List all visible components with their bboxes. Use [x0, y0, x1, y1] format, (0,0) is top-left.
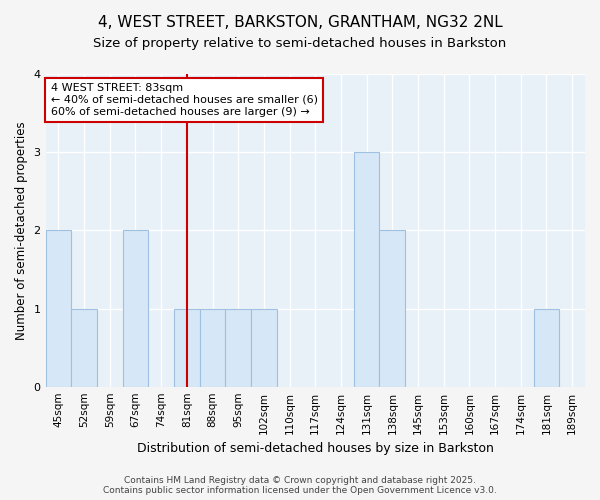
Text: Contains HM Land Registry data © Crown copyright and database right 2025.
Contai: Contains HM Land Registry data © Crown c… [103, 476, 497, 495]
Bar [122, 230, 148, 386]
Bar [354, 152, 379, 386]
Bar [200, 308, 226, 386]
Y-axis label: Number of semi-detached properties: Number of semi-detached properties [15, 121, 28, 340]
Text: Size of property relative to semi-detached houses in Barkston: Size of property relative to semi-detach… [94, 38, 506, 51]
Bar [379, 230, 405, 386]
Bar [533, 308, 559, 386]
Text: 4 WEST STREET: 83sqm
← 40% of semi-detached houses are smaller (6)
60% of semi-d: 4 WEST STREET: 83sqm ← 40% of semi-detac… [51, 84, 318, 116]
X-axis label: Distribution of semi-detached houses by size in Barkston: Distribution of semi-detached houses by … [137, 442, 494, 455]
Bar [174, 308, 200, 386]
Bar [251, 308, 277, 386]
Bar [46, 230, 71, 386]
Bar [226, 308, 251, 386]
Text: 4, WEST STREET, BARKSTON, GRANTHAM, NG32 2NL: 4, WEST STREET, BARKSTON, GRANTHAM, NG32… [98, 15, 502, 30]
Bar [71, 308, 97, 386]
